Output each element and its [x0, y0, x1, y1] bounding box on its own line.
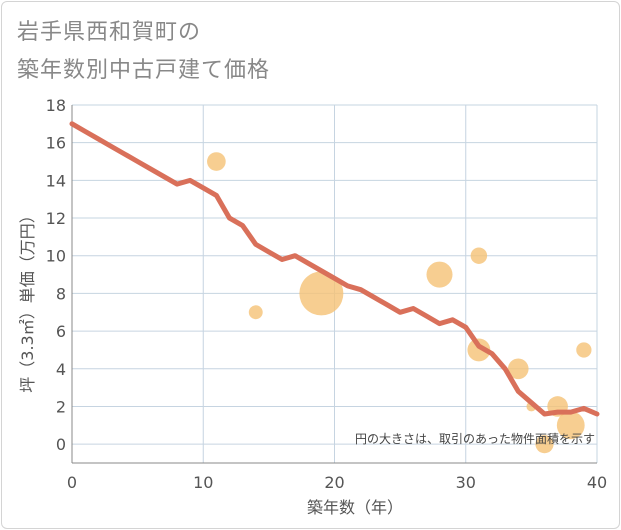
bubble-point: [426, 261, 453, 288]
bubble-point: [299, 271, 344, 316]
y-tick-label: 10: [46, 247, 66, 266]
size-note: 円の大きさは、取引のあった物件面積を示す: [355, 431, 595, 446]
x-tick-label: 10: [193, 473, 213, 492]
x-tick-label: 20: [324, 473, 344, 492]
y-tick-label: 2: [56, 397, 66, 416]
y-tick-label: 16: [46, 134, 66, 153]
bubble-point: [248, 305, 263, 320]
bubble-point: [576, 342, 592, 358]
y-tick-label: 8: [56, 284, 66, 303]
x-tick-label: 0: [67, 473, 77, 492]
y-axis-label: 坪（3.3㎡）単価（万円）: [18, 207, 37, 392]
bubble-series: [207, 152, 592, 454]
bubble-point: [507, 358, 529, 380]
bubble-point: [467, 338, 491, 362]
chart-title-line-2: 築年数別中古戸建て価格: [17, 58, 271, 83]
y-tick-label: 14: [46, 171, 66, 190]
chart-title-line-1: 岩手県西和賀町の: [17, 20, 202, 45]
y-tick-label: 12: [46, 209, 66, 228]
x-axis-label: 築年数（年）: [307, 498, 403, 517]
bubble-point: [470, 247, 488, 264]
y-tick-labels: 0 2 4 6 8 10 12 14 16 18: [46, 96, 66, 454]
x-tick-labels: 0 10 20 30 40: [67, 473, 607, 492]
y-tick-label: 0: [56, 435, 66, 454]
y-tick-label: 18: [46, 96, 66, 115]
axes: [71, 105, 597, 464]
y-tick-label: 4: [56, 360, 66, 379]
x-tick-label: 30: [456, 473, 476, 492]
trend-series: [69, 121, 600, 417]
bubble-point: [556, 411, 585, 440]
trend-line: [69, 121, 600, 417]
bubble-point: [207, 152, 226, 171]
bubble-point: [535, 435, 554, 454]
y-tick-label: 6: [56, 322, 66, 341]
x-tick-label: 40: [587, 473, 607, 492]
chart-title: 岩手県西和賀町の 築年数別中古戸建て価格: [17, 14, 270, 90]
